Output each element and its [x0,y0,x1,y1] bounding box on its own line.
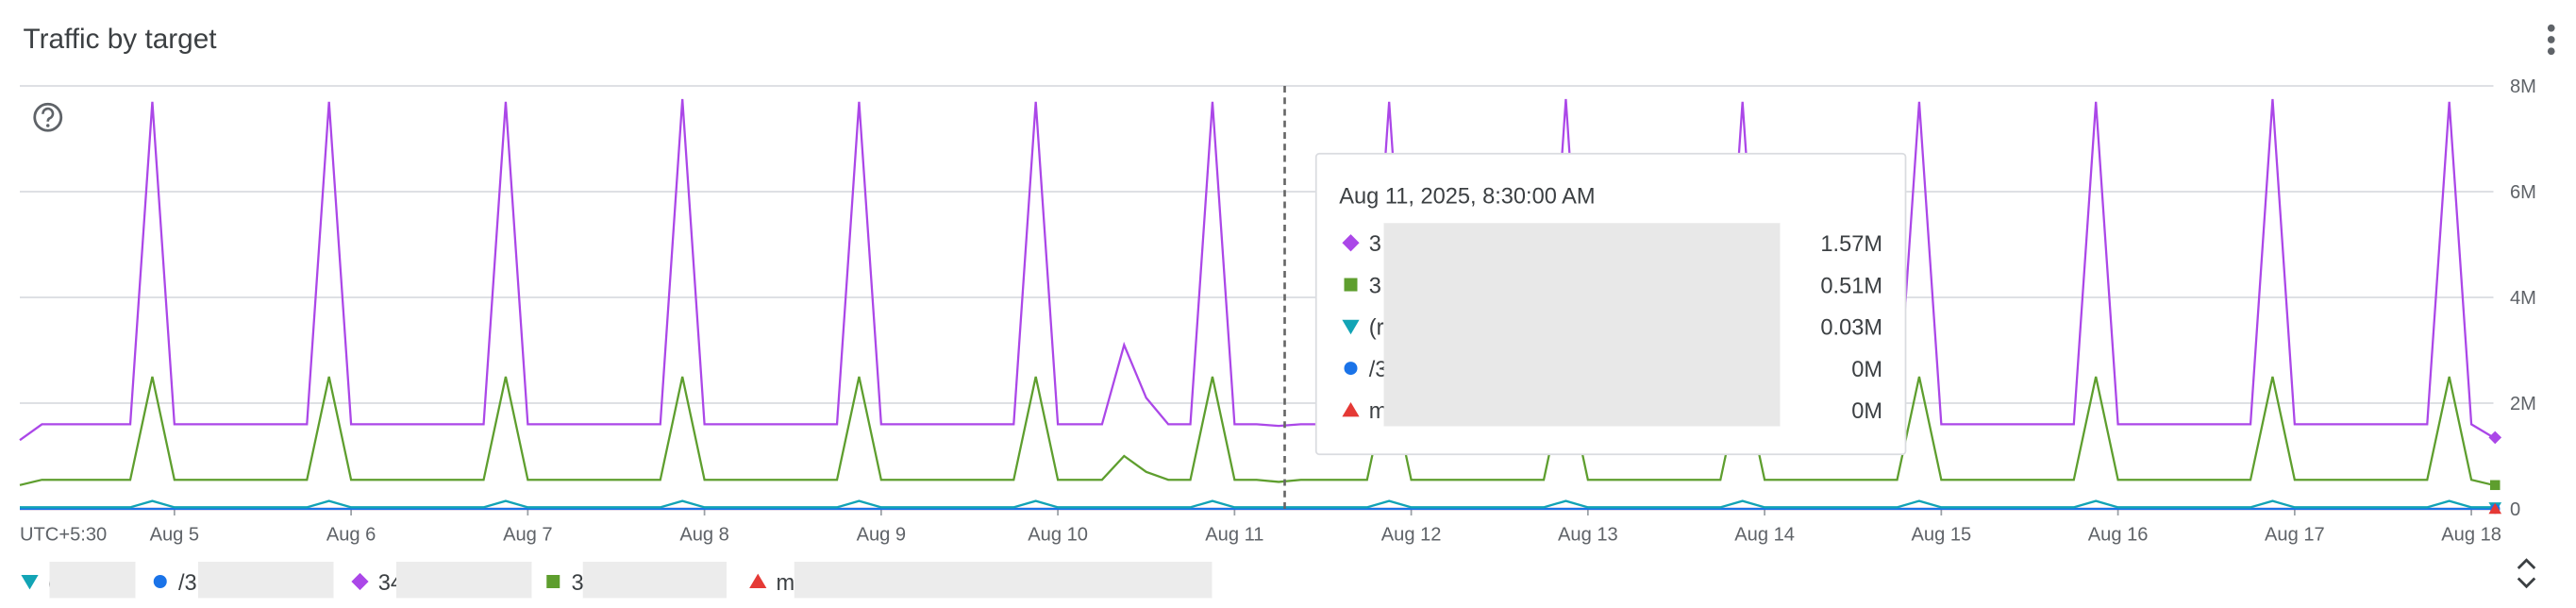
x-tick-label: Aug 14 [1734,524,1795,545]
end-marker [2488,502,2502,515]
tooltip-value: 0.03M [1820,316,1882,341]
x-tick-label: Aug 7 [503,524,553,545]
y-tick-label: 4M [2510,288,2536,309]
legend-marker [21,575,39,590]
legend-marker [153,575,167,588]
x-tick-label: Aug 8 [679,524,729,545]
end-marker [2490,480,2501,491]
tooltip-name: /3 [1369,358,1388,382]
legend-label: /3 [178,571,197,596]
series-line [20,499,2494,509]
x-tick-label: Aug 5 [150,524,200,545]
y-tick-label: 0 [2510,499,2520,520]
x-tick-label: Aug 12 [1381,524,1442,545]
x-tick-label: Aug 11 [1205,524,1263,545]
x-tick-label: Aug 15 [1911,524,1971,545]
tooltip-value: 1.57M [1820,232,1882,257]
redaction [396,562,532,599]
tooltip-marker [1344,362,1358,376]
y-tick-label: 8M [2510,76,2536,97]
timezone-label: UTC+5:30 [20,524,107,545]
more-menu[interactable] [2547,24,2555,56]
redaction [198,562,334,599]
tooltip-marker [1342,401,1360,417]
chart-title: Traffic by target [24,24,218,55]
x-tick-label: Aug 17 [2265,524,2325,545]
legend-marker [749,573,767,588]
legend-marker [351,572,369,591]
x-tick-label: Aug 6 [326,524,376,545]
tooltip-title: Aug 11, 2025, 8:30:00 AM [1339,184,1595,209]
series-line [19,376,2494,486]
x-tick-label: Aug 9 [857,524,907,545]
tooltip-name: m [1369,399,1388,424]
legend-label: 3 [572,571,584,596]
tooltip-value: 0M [1851,399,1882,424]
tooltip-marker [1342,319,1360,335]
redaction [794,562,1213,599]
x-tick-label: Aug 16 [2088,524,2149,545]
legend-label: m [777,571,795,596]
tooltip-name: 3 [1369,274,1381,298]
tooltip-marker [1344,278,1358,292]
help-icon[interactable] [33,102,63,132]
tooltip-value: 0M [1851,358,1882,382]
x-tick-label: Aug 10 [1028,524,1088,545]
x-tick-label: Aug 13 [1558,524,1618,545]
expand-toggle[interactable] [2517,558,2536,589]
end-marker [2488,431,2502,445]
tooltip-name: (r [1369,316,1384,341]
x-tick-label: Aug 18 [2441,524,2501,545]
redaction [49,562,136,599]
redaction [582,562,727,599]
legend-marker [546,575,560,588]
tooltip-name: 3 [1369,232,1381,257]
y-tick-label: 2M [2510,394,2536,414]
redaction [1383,223,1781,427]
y-tick-label: 6M [2510,182,2536,203]
tooltip-value: 0.51M [1820,274,1882,298]
series-line [19,98,2495,442]
